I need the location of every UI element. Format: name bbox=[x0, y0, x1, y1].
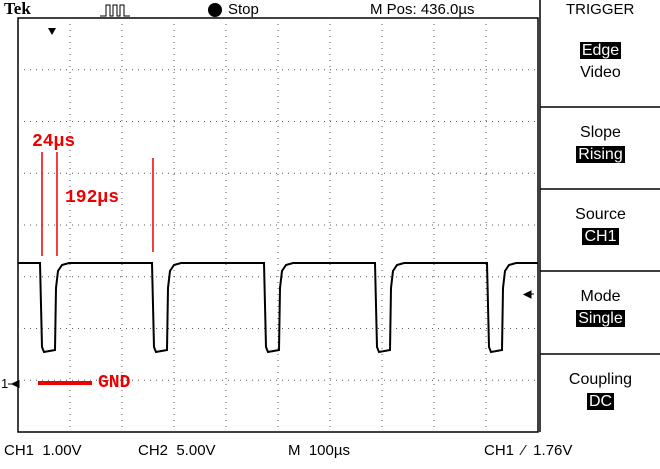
menu-line: Mode bbox=[541, 286, 660, 308]
annotation: GND bbox=[98, 373, 131, 393]
menu-item: Coupling DC bbox=[541, 369, 660, 413]
menu-value-selected: Rising bbox=[576, 146, 625, 163]
status-text: CH1 ⁄ 1.76V bbox=[484, 442, 573, 459]
menu-line: Edge bbox=[541, 40, 660, 62]
menu-line: Coupling bbox=[541, 369, 660, 391]
menu-label: Source bbox=[575, 206, 626, 223]
graticule bbox=[18, 18, 538, 432]
menu-line: CH1 bbox=[541, 226, 660, 248]
menu-label: Coupling bbox=[568, 371, 633, 388]
menu-value-selected: Edge bbox=[579, 42, 622, 59]
menu-value-selected: DC bbox=[586, 393, 615, 410]
menu-item: Mode Single bbox=[541, 286, 660, 330]
status-text: M 100µs bbox=[288, 442, 350, 459]
menu-value-selected: CH1 bbox=[582, 228, 619, 245]
menu-item: Slope Rising bbox=[541, 122, 660, 166]
annotation: 24µs bbox=[32, 132, 76, 152]
menu-line: Source bbox=[541, 204, 660, 226]
menu-line: DC bbox=[541, 391, 660, 413]
menu-label: Video bbox=[580, 64, 621, 81]
menu-title: TRIGGER bbox=[566, 1, 635, 18]
menu-line: Slope bbox=[541, 122, 660, 144]
status-text: CH2 5.00V bbox=[138, 442, 216, 459]
acquire-icon bbox=[100, 4, 130, 17]
menu-line: Video bbox=[541, 62, 660, 84]
menu-line: Single bbox=[541, 308, 660, 330]
trigger-position-marker bbox=[48, 28, 56, 35]
horizontal-position: M Pos: 436.0µs bbox=[370, 1, 475, 18]
menu-label: Slope bbox=[580, 124, 621, 141]
annotation-lines bbox=[38, 152, 154, 385]
trigger-level-marker bbox=[522, 290, 534, 299]
menu-item: Source CH1 bbox=[541, 204, 660, 248]
menu-separators bbox=[540, 106, 660, 355]
run-status: Stop bbox=[228, 1, 259, 18]
menu-value-selected: Single bbox=[576, 310, 625, 327]
menu-label: Mode bbox=[580, 288, 621, 305]
channel-marker: 1 bbox=[1, 376, 9, 391]
annotation: 192µs bbox=[65, 188, 120, 208]
brand: Tek bbox=[4, 0, 31, 18]
run-status-icon bbox=[208, 3, 222, 17]
menu-item: Edge Video bbox=[541, 40, 660, 84]
menu-line: Rising bbox=[541, 144, 660, 166]
ground-marker bbox=[8, 379, 20, 389]
waveform bbox=[18, 262, 538, 354]
status-text: CH1 1.00V bbox=[4, 442, 82, 459]
